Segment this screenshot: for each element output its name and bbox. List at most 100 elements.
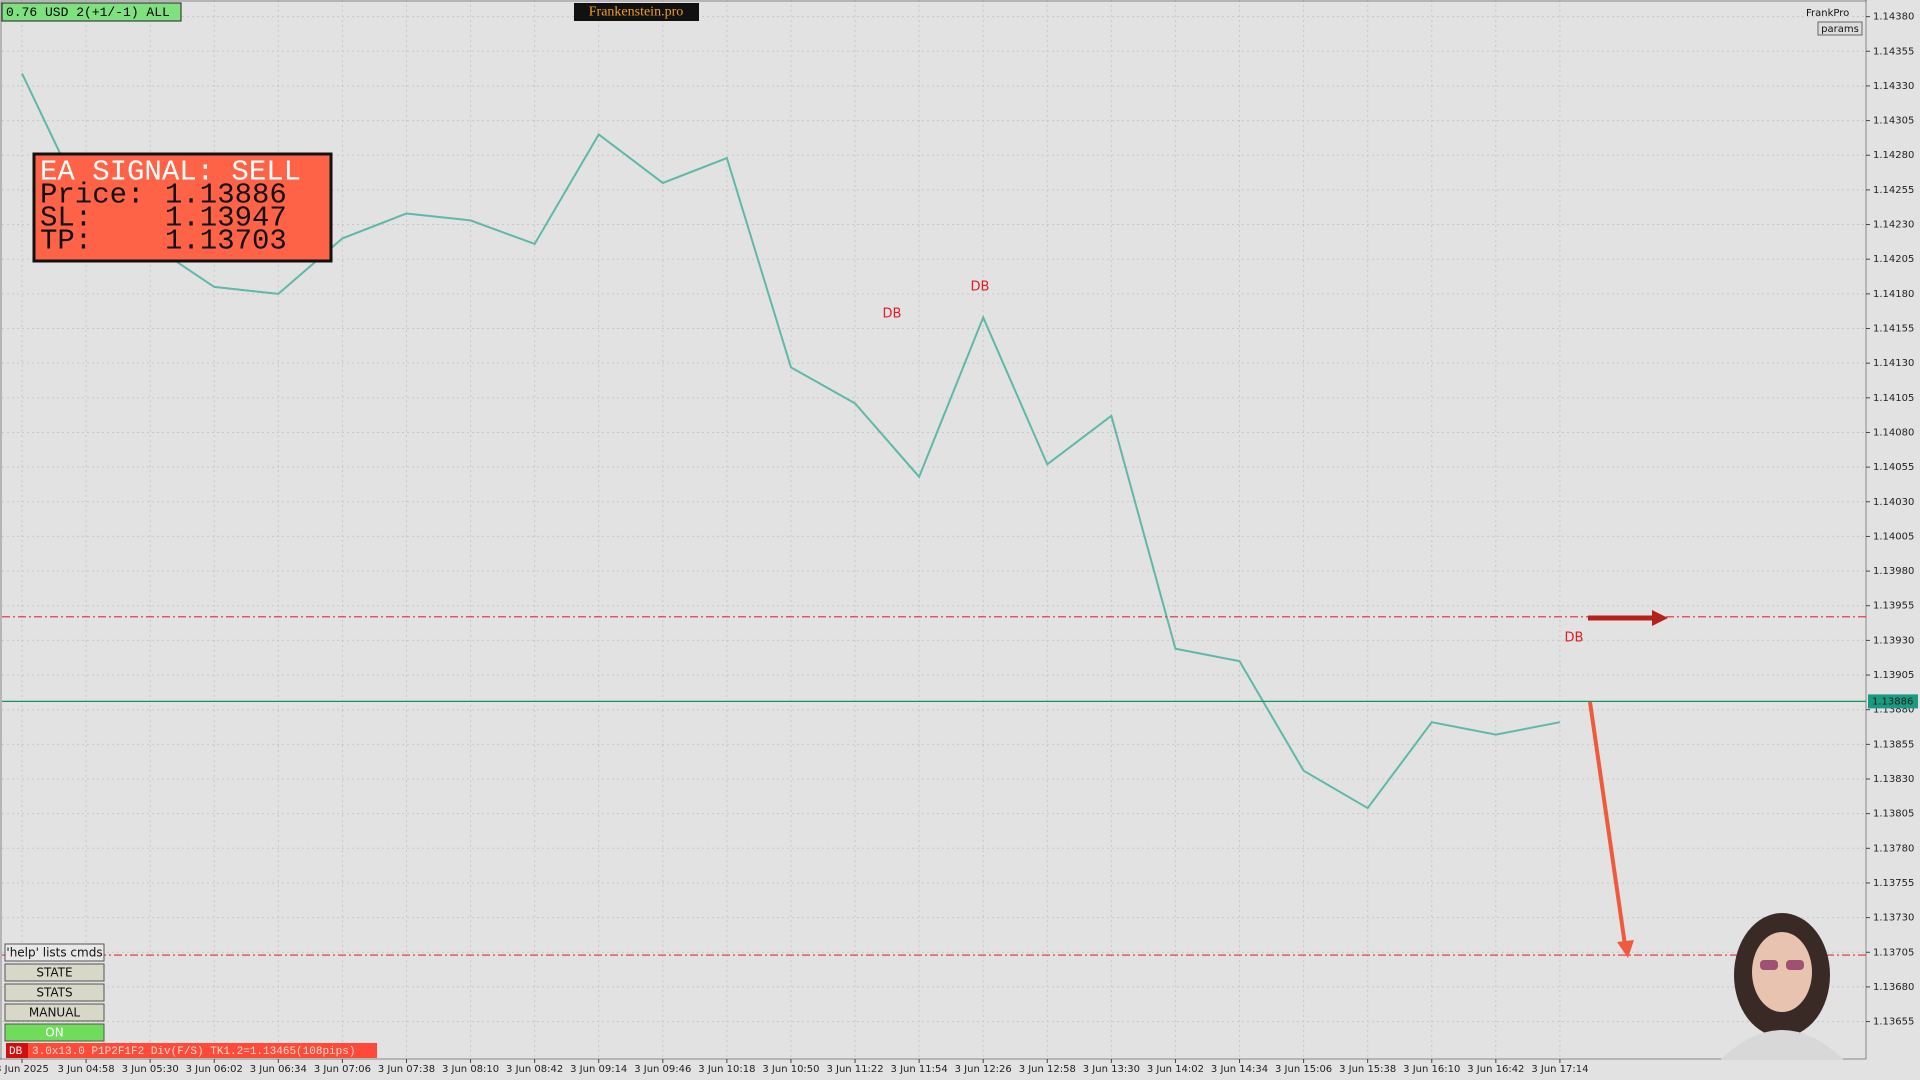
avatar-glasses [1786,960,1804,970]
button-label[interactable]: ON [45,1026,63,1040]
y-tick-label: 1.13680 [1873,982,1914,993]
y-tick-label: 1.14055 [1873,462,1914,473]
x-tick-label: 3 Jun 11:54 [891,1064,948,1075]
x-tick-label: 3 Jun 04:58 [57,1064,114,1075]
y-tick-label: 1.13880 [1873,705,1914,716]
x-tick-label: 3 Jun 09:46 [634,1064,691,1075]
y-tick-label: 1.13905 [1873,670,1914,681]
signal-price: 1.13886 [165,179,287,212]
x-tick-label: 3 Jun 08:10 [442,1064,499,1075]
y-tick-label: 1.14180 [1873,289,1914,300]
button[interactable] [4,943,105,962]
y-tick-label: 1.14230 [1873,220,1914,231]
x-tick-label: 3 Jun 08:42 [506,1064,563,1075]
button-label[interactable]: 'help' lists cmds [6,946,102,960]
x-tick-label: 3 Jun 07:38 [378,1064,435,1075]
status-text: 3.0x13.0 P1P2F1F2 Div(F/S) TK1.2=1.13465… [32,1046,355,1058]
x-tick-label: 3 Jun 12:26 [955,1064,1012,1075]
signal-price-label: Price: [40,179,144,212]
plot-border [0,0,1867,1060]
signal-tp: 1.13703 [165,225,287,258]
frankpro-label: FrankPro [1806,8,1849,19]
avatar-body [1720,1030,1844,1060]
x-tick-label: 3 Jun 11:22 [826,1064,883,1075]
avatar [1720,913,1844,1060]
x-tick-label: 3 Jun 06:34 [250,1064,307,1075]
y-tick-label: 1.13930 [1873,635,1914,646]
y-tick-label: 1.14330 [1873,81,1914,92]
x-tick-label: 3 Jun 13:30 [1083,1064,1140,1075]
y-tick-label: 1.14105 [1873,393,1914,404]
button-panel: 'help' lists cmds STATE STATS MANUAL ON [4,943,105,1042]
params-text[interactable]: params [1821,24,1859,35]
y-tick-label: 1.13730 [1873,913,1914,924]
y-tick-label: 1.14380 [1873,12,1914,23]
y-tick-label: 1.13855 [1873,739,1914,750]
avatar-face [1752,932,1812,1012]
y-tick-label: 1.13805 [1873,809,1914,820]
account-text: 0.76 USD 2(+1/-1) ALL [6,5,170,20]
y-tick-label: 1.14005 [1873,531,1914,542]
y-tick-label: 1.13655 [1873,1017,1914,1028]
y-tick-label: 1.14155 [1873,324,1914,335]
x-tick-label: 3 Jun 15:06 [1275,1064,1332,1075]
y-tick-label: 1.14030 [1873,497,1914,508]
button-label[interactable]: STATE [36,966,72,980]
button-label[interactable]: MANUAL [29,1006,81,1020]
signal-tp-label: TP: [40,225,92,258]
x-tick-label: 3 Jun 17:14 [1531,1064,1588,1075]
x-tick-label: 3 Jun 10:18 [698,1064,755,1075]
y-tick-label: 1.14205 [1873,254,1914,265]
account-box [1,2,182,22]
signal-sl-label: SL: [40,202,92,235]
x-tick-label: 3 Jun 15:38 [1339,1064,1396,1075]
y-tick-label: 1.14130 [1873,358,1914,369]
y-tick-label: 1.14280 [1873,150,1914,161]
button[interactable] [4,1023,105,1042]
y-tick-label: 1.13980 [1873,566,1914,577]
params-button[interactable] [1817,21,1863,36]
y-tick-label: 1.14080 [1873,427,1914,438]
y-tick-label: 1.13955 [1873,601,1914,612]
db-marker: DB [971,280,990,295]
price-badge [1868,694,1918,709]
brand-box [574,3,699,21]
db-marker: DB [1565,631,1584,646]
x-tick-label: 3 Jun 10:50 [762,1064,819,1075]
y-tick-label: 1.14255 [1873,185,1914,196]
signal-sl: 1.13947 [165,202,287,235]
arrow-down [1588,701,1627,946]
y-tick-label: 1.13830 [1873,774,1914,785]
x-tick-label: 3 Jun 16:10 [1403,1064,1460,1075]
signal-box [32,152,333,263]
button-label[interactable]: STATS [36,986,72,1000]
button[interactable] [4,963,105,982]
button[interactable] [4,983,105,1002]
y-tick-label: 1.13705 [1873,947,1914,958]
price-line [21,73,1561,810]
x-tick-label: 3 Jun 12:58 [1019,1064,1076,1075]
db-marker: DB [883,307,902,322]
arrow-head [1652,610,1668,626]
price-badge-text: 1.13886 [1872,696,1913,707]
signal-title: EA SIGNAL: SELL [40,156,301,189]
status-bar [6,1043,377,1058]
x-tick-label: 3 Jun 2025 [0,1064,49,1075]
button[interactable] [4,1003,105,1022]
y-tick-label: 1.14305 [1873,116,1914,127]
status-tag-box [6,1043,28,1058]
y-tick-label: 1.13755 [1873,878,1914,889]
x-tick-label: 3 Jun 14:02 [1147,1064,1204,1075]
arrow-head [1617,940,1634,958]
brand-text: Frankenstein.pro [589,5,683,20]
y-tick-label: 1.13780 [1873,843,1914,854]
x-tick-label: 3 Jun 05:30 [122,1064,179,1075]
plot [21,73,1561,810]
avatar-glasses [1760,960,1778,970]
x-tick-label: 3 Jun 16:42 [1467,1064,1524,1075]
status-tag: DB [9,1046,23,1058]
levels [2,616,1866,956]
